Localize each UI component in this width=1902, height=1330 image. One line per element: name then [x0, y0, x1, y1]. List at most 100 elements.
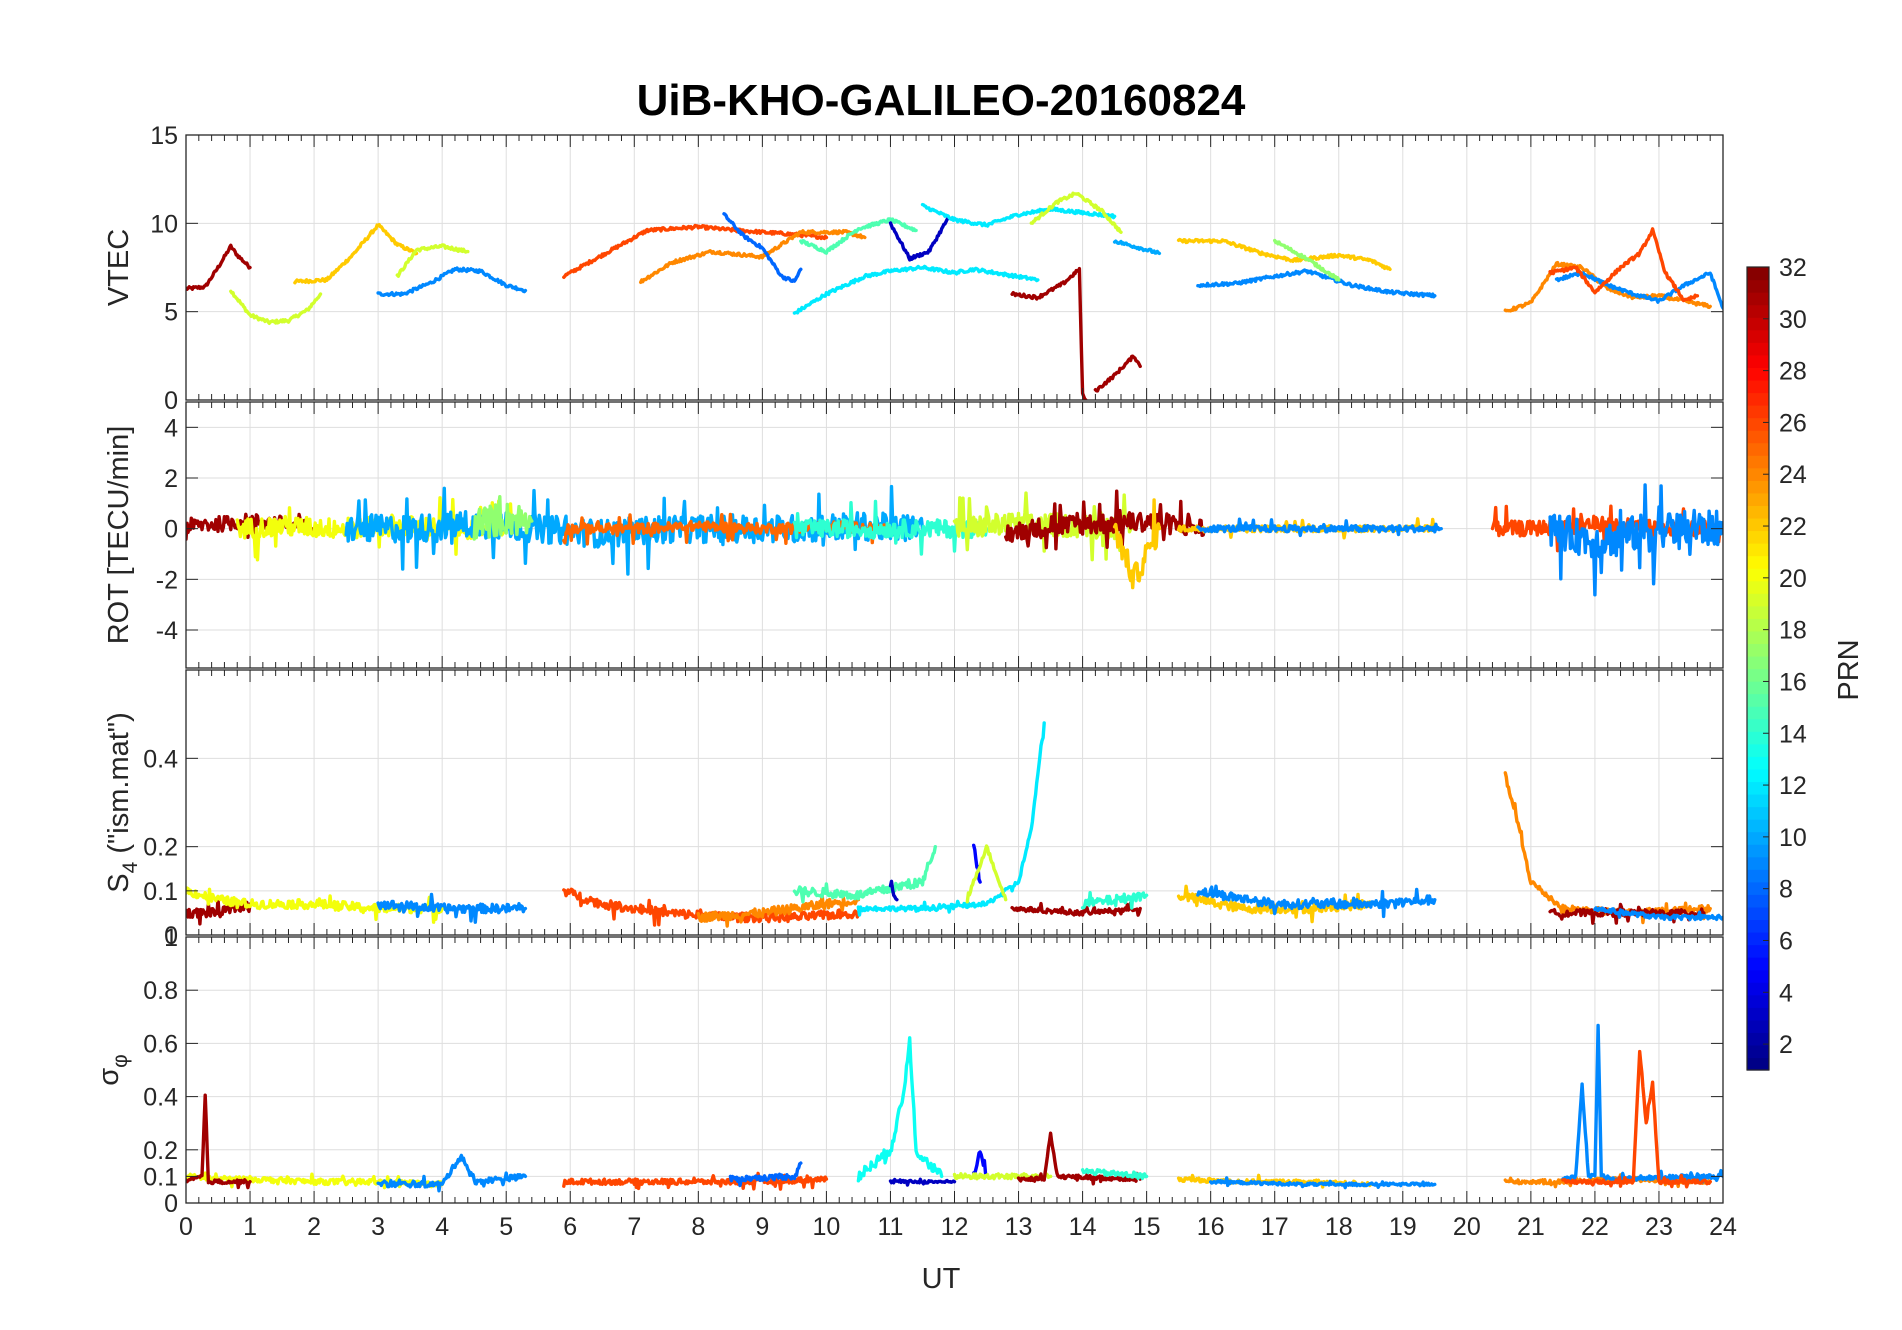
series-group: [186, 1023, 1723, 1193]
colorbar-segment: [1747, 718, 1769, 732]
series-line: [1010, 901, 1142, 917]
colorbar-segment: [1747, 731, 1769, 745]
series-line: [472, 495, 534, 541]
series-line: [792, 264, 1040, 315]
series-line: [1593, 906, 1723, 922]
colorbar-tick-label: 28: [1779, 358, 1807, 386]
colorbar-segment: [1747, 530, 1769, 544]
y-tick-label: 0: [164, 1190, 178, 1218]
series-group: [186, 483, 1723, 597]
colorbar-tick-label: 2: [1779, 1031, 1793, 1059]
series-line: [1548, 227, 1700, 303]
colorbar-segment: [1747, 881, 1769, 895]
x-tick-label: 1: [243, 1213, 257, 1241]
y-tick-label: 0.2: [143, 1137, 178, 1165]
colorbar-segment: [1747, 593, 1769, 607]
y-tick-label: 0: [164, 387, 178, 415]
series-line: [1196, 268, 1437, 299]
y-axis-label-subscript: 4: [119, 861, 142, 873]
colorbar-segment: [1747, 793, 1769, 808]
series-line: [792, 845, 937, 904]
chart-title: UiB-KHO-GALILEO-20160824: [637, 76, 1246, 125]
panel-vtec: 0 5 10 15 VTEC: [103, 122, 1724, 415]
colorbar-segment: [1747, 279, 1769, 293]
colorbar-segment: [1747, 517, 1769, 532]
y-axis-label-main: VTEC: [103, 229, 135, 306]
colorbar-tick-label: 16: [1779, 668, 1807, 696]
x-tick-label: 22: [1581, 1213, 1609, 1241]
series-line: [1196, 884, 1437, 919]
colorbar-segment: [1747, 329, 1769, 343]
series-line: [1503, 260, 1712, 313]
colorbar-segment: [1747, 367, 1769, 381]
series-line: [1112, 498, 1162, 590]
series-line: [696, 892, 861, 928]
series-line: [1554, 271, 1723, 310]
colorbar-segment: [1747, 819, 1769, 833]
colorbar-segment: [1747, 919, 1769, 933]
series-line: [639, 228, 867, 284]
colorbar-segment: [1747, 442, 1769, 456]
colorbar-segment: [1747, 856, 1769, 870]
colorbar-frame: [1746, 266, 1770, 1071]
y-axis-label: VTEC: [103, 229, 135, 306]
colorbar-segment: [1747, 982, 1769, 996]
colorbar-segment: [1747, 492, 1769, 506]
series-line: [1196, 517, 1443, 538]
colorbar-segment: [1747, 317, 1769, 331]
series-line: [1016, 1131, 1142, 1186]
panel-s4: 00.10.20.4S4 ("ism.mat"): [103, 669, 1724, 950]
x-tick-label: 14: [1069, 1213, 1097, 1241]
x-tick-label: 15: [1133, 1213, 1161, 1241]
colorbar-segment: [1747, 768, 1769, 783]
colorbar-segment: [1747, 831, 1769, 845]
series-line: [1010, 266, 1088, 400]
colorbar-tick-label: 20: [1779, 565, 1807, 593]
y-tick-label: 5: [164, 299, 178, 327]
colorbar-segment: [1747, 605, 1769, 619]
series-line: [1272, 238, 1341, 282]
series-line: [1080, 891, 1149, 910]
colorbar-segment: [1747, 743, 1769, 757]
y-axis-label-suffix: ("ism.mat"): [103, 712, 135, 861]
series-line: [728, 1161, 803, 1188]
colorbar-segment: [1747, 430, 1769, 444]
series-line: [562, 223, 829, 279]
colorbar-label: PRN: [1833, 639, 1865, 700]
colorbar-segment: [1747, 342, 1769, 356]
x-tick-label: 3: [371, 1213, 385, 1241]
series-line: [888, 879, 899, 902]
x-tick-label: 2: [307, 1213, 321, 1241]
series-line: [1561, 1023, 1723, 1185]
colorbar-segment: [1747, 1032, 1769, 1046]
y-tick-label: 0.8: [143, 977, 178, 1005]
colorbar-tick-label: 6: [1779, 927, 1793, 955]
series-group: [186, 191, 1723, 400]
y-tick-label: 0.1: [143, 878, 178, 906]
y-axis-label-main: σ: [93, 1068, 125, 1086]
series-line: [920, 202, 1117, 228]
x-tick-label: 7: [627, 1213, 641, 1241]
series-line: [972, 1150, 989, 1179]
colorbar-segment: [1747, 505, 1769, 519]
colorbar-segment: [1747, 467, 1769, 481]
series-line: [888, 216, 950, 262]
series-line: [856, 721, 1046, 917]
colorbar-segment: [1747, 267, 1769, 281]
colorbar-segment: [1747, 379, 1769, 394]
x-tick-label: 21: [1517, 1213, 1545, 1241]
series-line: [1093, 354, 1142, 393]
colorbar-tick-label: 10: [1779, 824, 1807, 852]
colorbar-segment: [1747, 543, 1769, 557]
series-line: [1029, 191, 1123, 234]
colorbar-segment: [1747, 931, 1769, 946]
colorbar-segment: [1747, 580, 1769, 594]
x-tick-label: 20: [1453, 1213, 1481, 1241]
colorbar-tick-label: 14: [1779, 720, 1807, 748]
colorbar-segment: [1747, 354, 1769, 368]
y-tick-label: 2: [164, 465, 178, 493]
colorbar-segment: [1747, 655, 1769, 670]
colorbar-tick-label: 12: [1779, 772, 1807, 800]
x-tick-label: 13: [1005, 1213, 1033, 1241]
